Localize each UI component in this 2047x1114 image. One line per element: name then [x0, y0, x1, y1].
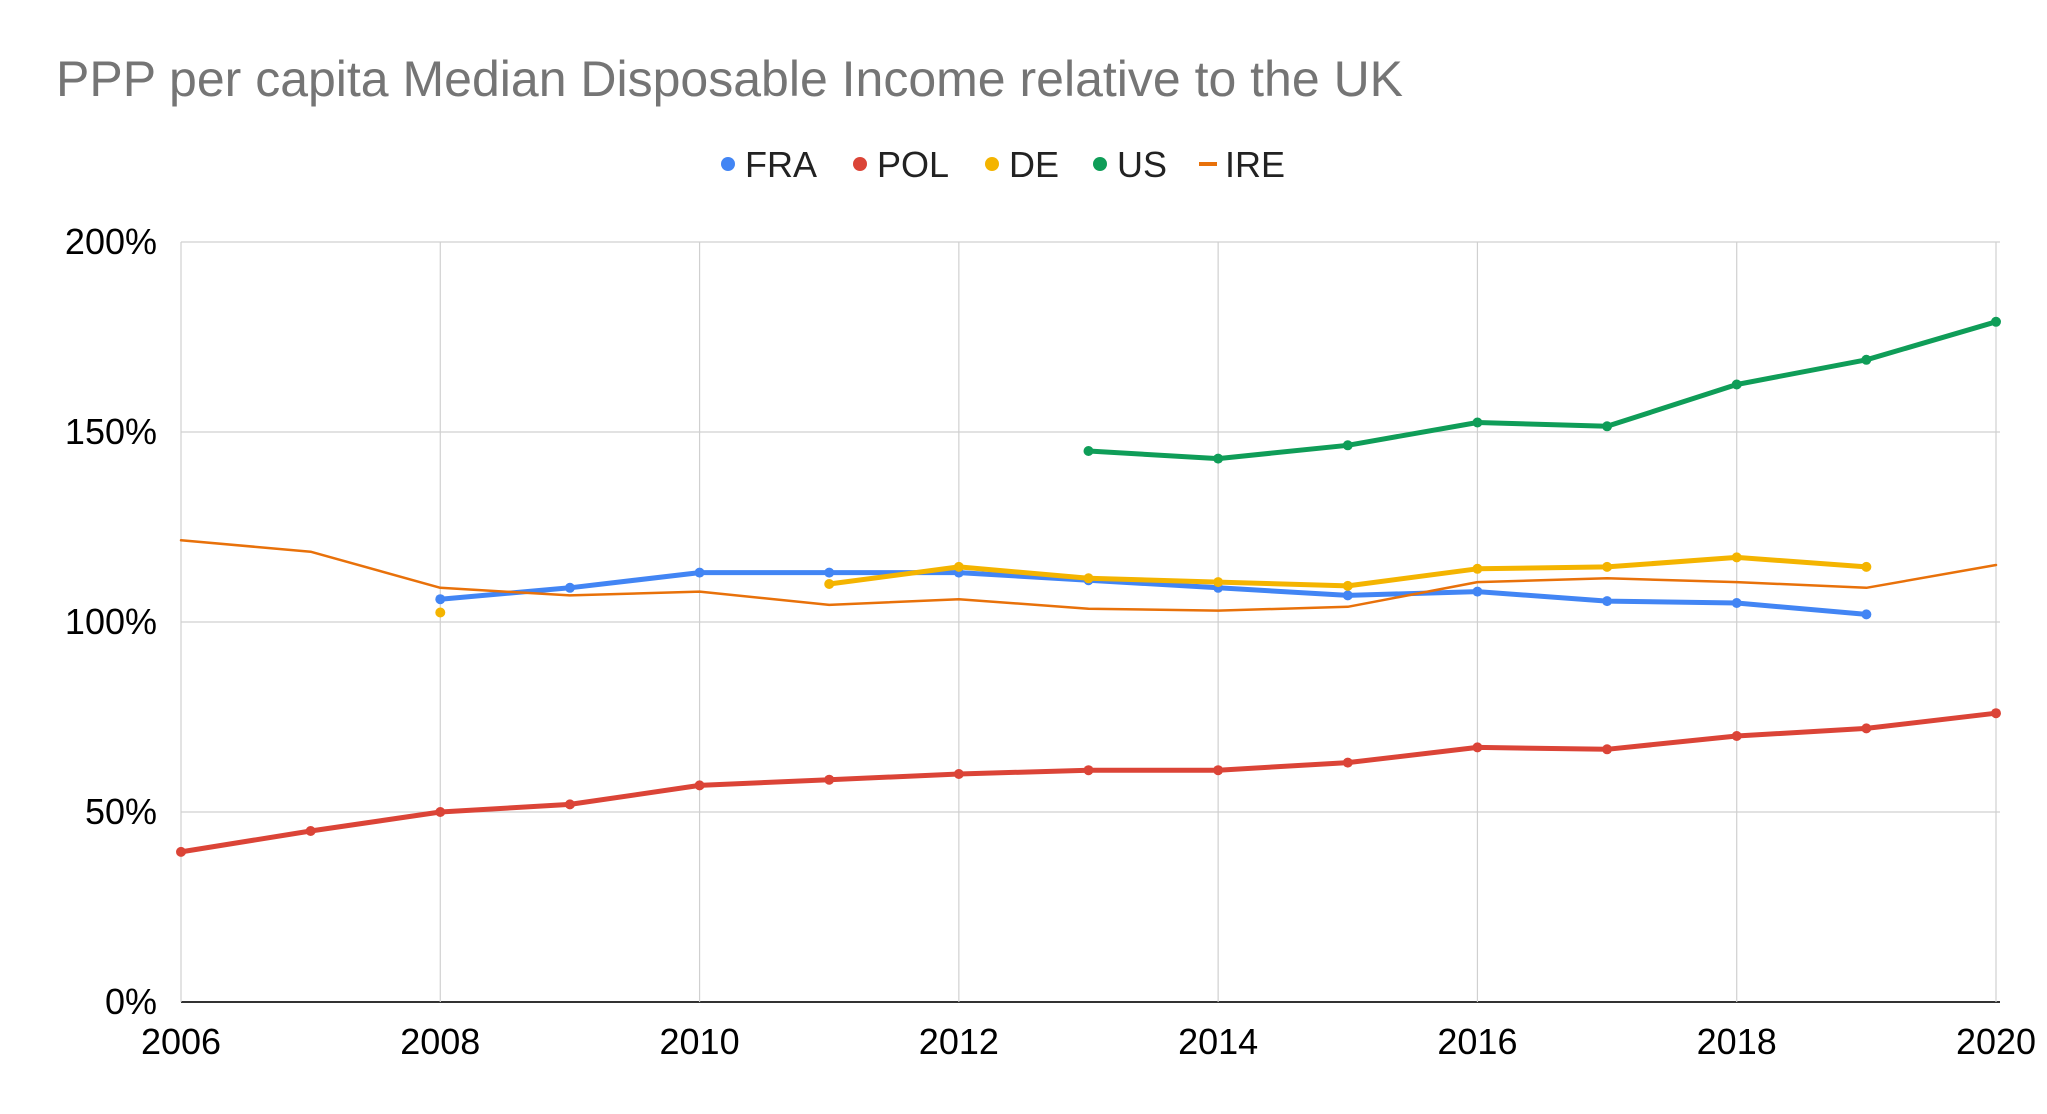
fra-point [1472, 586, 1483, 597]
fra-point [1731, 598, 1742, 608]
x-tick-label: 2018 [1697, 1021, 1777, 1062]
x-tick-label: 2016 [1437, 1021, 1517, 1062]
pol-point [824, 774, 835, 785]
x-tick-label: 2008 [400, 1021, 480, 1062]
legend-label: DE [1009, 144, 1059, 185]
y-tick-label: 200% [65, 221, 157, 262]
legend-swatch [985, 157, 999, 171]
series-us [1083, 316, 2001, 464]
fra-point [1342, 590, 1353, 601]
pol-point [1861, 723, 1872, 734]
us-point [1472, 417, 1483, 428]
pol-point [1472, 742, 1483, 753]
x-tick-label: 2014 [1178, 1021, 1258, 1062]
legend-item-pol: POL [853, 144, 949, 185]
legend-label: FRA [745, 144, 817, 185]
de-point [1472, 563, 1483, 574]
legend-swatch [853, 157, 867, 171]
de-point [435, 607, 446, 618]
de-point [1342, 580, 1353, 591]
pol-point [953, 769, 964, 779]
y-tick-label: 50% [85, 791, 157, 832]
x-tick-label: 2012 [919, 1021, 999, 1062]
us-point [1991, 316, 2001, 327]
pol-point [305, 826, 316, 836]
de-point [1213, 577, 1224, 588]
legend-label: US [1117, 144, 1167, 185]
legend-swatch [721, 157, 735, 171]
pol-point [1213, 765, 1224, 776]
series-ire [179, 539, 1998, 612]
de-point [1083, 573, 1094, 584]
legend-item-us: US [1093, 144, 1167, 185]
y-tick-label: 0% [105, 981, 157, 1022]
pol-point [1083, 765, 1094, 776]
legend: FRA POL DE US IRE [721, 144, 1285, 185]
grid-layer [180, 241, 2000, 1003]
legend-item-de: DE [985, 144, 1059, 185]
fra-point [435, 594, 446, 605]
series-layer [176, 316, 2001, 857]
chart-title: PPP per capita Median Disposable Income … [56, 51, 1404, 107]
us-line [1086, 319, 1999, 462]
y-tick-label: 100% [65, 601, 157, 642]
fra-point [1861, 609, 1872, 620]
ire-line [179, 539, 1998, 612]
de-point [824, 579, 835, 589]
pol-point [564, 799, 575, 810]
fra-line [437, 570, 1869, 617]
pol-point [1342, 757, 1353, 768]
fra-point [1602, 596, 1613, 607]
us-point [1083, 446, 1094, 456]
x-tick-label: 2006 [141, 1021, 221, 1062]
x-tick-label: 2020 [1956, 1021, 2036, 1062]
us-point [1213, 453, 1224, 464]
pol-point [435, 807, 446, 817]
legend-label: POL [877, 144, 949, 185]
fra-point [564, 582, 575, 593]
de-point [953, 561, 964, 572]
series-pol [176, 708, 2001, 857]
x-tick-label: 2010 [660, 1021, 740, 1062]
legend-label: IRE [1225, 144, 1285, 185]
fra-point [824, 567, 835, 578]
us-point [1861, 354, 1872, 365]
series-de [435, 552, 1872, 618]
legend-swatch [1093, 157, 1107, 171]
fra-point [694, 567, 705, 578]
de-point [1602, 561, 1613, 572]
axis-layer: 0% 50% 100% 150% 200% 2006 2008 2010 2012 2014 201… [65, 221, 2036, 1062]
pol-point [176, 846, 186, 857]
y-tick-label: 150% [65, 411, 157, 452]
legend-item-fra: FRA [721, 144, 817, 185]
pol-point [694, 780, 705, 791]
us-point [1342, 440, 1353, 451]
pol-point [1731, 731, 1742, 741]
de-point [1861, 561, 1872, 572]
pol-point [1991, 708, 2001, 719]
pol-line [178, 710, 1999, 855]
us-point [1731, 379, 1742, 390]
pol-point [1602, 744, 1613, 755]
legend-item-ire: IRE [1199, 144, 1285, 185]
us-point [1602, 421, 1613, 432]
de-point [1731, 552, 1742, 563]
